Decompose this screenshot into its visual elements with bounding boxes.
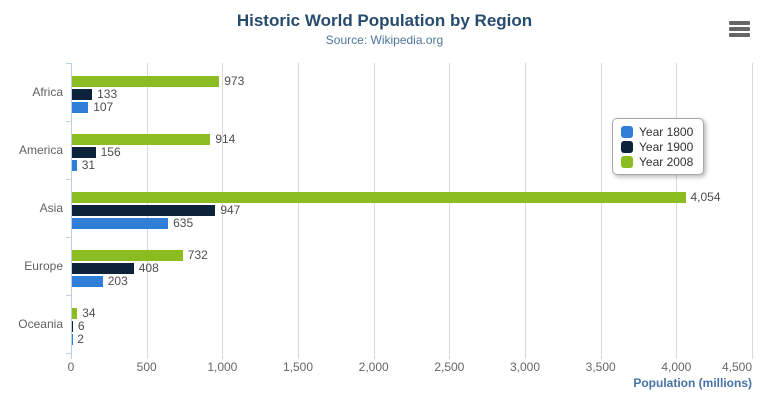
hamburger-icon <box>729 21 750 25</box>
x-axis-label: 1,500 <box>282 360 314 374</box>
data-label-year-1900-asia: 947 <box>220 203 241 217</box>
data-label-year-2008-oceania: 34 <box>82 306 96 320</box>
x-axis-tick <box>449 353 451 359</box>
x-axis-tick <box>71 353 72 359</box>
x-axis-tick <box>373 353 375 359</box>
data-label-year-1800-africa: 107 <box>93 100 114 114</box>
plot-area: 0 500 1,000 1,500 2,000 2,500 3,000 3,500 4,000 4… <box>68 63 753 374</box>
legend-item-year-1800[interactable]: Year 1800 <box>621 124 693 139</box>
x-axis-label: 1,000 <box>207 360 238 374</box>
bar-year-2008-america[interactable] <box>72 134 211 145</box>
bar-year-2008-oceania[interactable] <box>72 308 78 319</box>
x-axis-tick <box>676 353 678 359</box>
category-label-oceania: Oceania <box>18 317 63 331</box>
x-axis-label: 3,500 <box>585 360 616 374</box>
bar-year-1900-oceania[interactable] <box>72 321 73 332</box>
gridline <box>600 63 602 353</box>
data-label-year-2008-europe: 732 <box>187 248 208 262</box>
x-axis-tick <box>146 353 148 359</box>
bar-year-1800-america[interactable] <box>72 160 77 171</box>
legend-label: Year 2008 <box>639 154 694 169</box>
category-label-america: America <box>18 143 63 157</box>
x-axis-tick <box>222 353 224 359</box>
bar-year-1800-asia[interactable] <box>72 218 169 229</box>
gridline <box>373 63 375 353</box>
y-axis-tick <box>66 295 71 296</box>
gridline <box>525 63 526 353</box>
y-axis-tick <box>66 121 71 122</box>
data-label-year-1900-oceania: 6 <box>77 319 85 333</box>
data-label-year-2008-africa: 973 <box>224 74 245 88</box>
data-label-year-1900-africa: 133 <box>97 87 118 101</box>
bar-year-1900-africa[interactable] <box>72 89 93 100</box>
x-axis-tick <box>298 353 299 359</box>
x-axis-title: Population (millions) <box>633 376 752 390</box>
legend-label: Year 1800 <box>639 124 694 139</box>
data-label-year-1800-oceania: 2 <box>77 332 84 346</box>
hamburger-icon <box>729 33 750 37</box>
gridline <box>449 63 451 353</box>
legend-swatch-icon <box>621 140 633 153</box>
legend-swatch-icon <box>621 155 633 168</box>
category-label-asia: Asia <box>39 201 63 215</box>
x-axis-label: 2,500 <box>434 360 465 374</box>
x-axis-label: 500 <box>136 360 157 374</box>
y-axis-line <box>71 63 72 353</box>
gridline <box>222 63 224 353</box>
y-axis-tick <box>66 353 71 354</box>
x-axis-label: 0 <box>67 360 75 374</box>
chart-title: Historic World Population by Region <box>236 11 533 30</box>
data-label-year-2008-asia: 4,054 <box>690 190 721 204</box>
bar-year-2008-asia[interactable] <box>72 192 686 203</box>
chart-subtitle: Source: Wikipedia.org <box>325 33 444 47</box>
bar-year-2008-europe[interactable] <box>72 250 183 261</box>
legend: Year 1800 Year 1900 Year 2008 <box>612 118 705 175</box>
data-label-year-1900-europe: 408 <box>138 261 159 275</box>
export-menu-button[interactable] <box>729 21 750 37</box>
gridline <box>298 63 299 353</box>
y-axis-tick <box>66 63 71 64</box>
bar-year-1800-africa[interactable] <box>72 102 89 113</box>
data-label-year-2008-america: 914 <box>215 132 236 146</box>
category-label-europe: Europe <box>24 259 63 273</box>
category-label-africa: Africa <box>32 85 63 99</box>
bar-year-1900-asia[interactable] <box>72 205 216 216</box>
legend-item-year-1900[interactable]: Year 1900 <box>621 139 693 154</box>
legend-swatch-icon <box>621 125 633 138</box>
data-label-year-1800-america: 31 <box>81 158 96 172</box>
bar-year-2008-africa[interactable] <box>72 76 220 87</box>
y-axis-tick <box>66 179 71 180</box>
gridline <box>752 63 753 353</box>
x-axis-tick <box>752 353 753 359</box>
legend-label: Year 1900 <box>639 139 694 154</box>
gridline <box>676 63 678 353</box>
x-axis-label: 4,000 <box>661 360 692 374</box>
x-axis-tick <box>525 353 526 359</box>
x-axis-label: 2,000 <box>358 360 389 374</box>
data-label-year-1800-asia: 635 <box>173 216 194 230</box>
bar-year-1900-europe[interactable] <box>72 263 134 274</box>
x-axis-label: 3,000 <box>509 360 541 374</box>
y-axis-tick <box>66 237 71 238</box>
x-axis-tick <box>600 353 602 359</box>
data-label-year-1800-europe: 203 <box>107 274 128 288</box>
data-label-year-1900-america: 156 <box>100 145 121 159</box>
legend-item-year-2008[interactable]: Year 2008 <box>621 154 693 169</box>
bar-year-1800-europe[interactable] <box>72 276 103 287</box>
bar-year-1900-america[interactable] <box>72 147 96 158</box>
x-axis-label: 4,500 <box>721 360 752 374</box>
hamburger-icon <box>729 27 750 31</box>
